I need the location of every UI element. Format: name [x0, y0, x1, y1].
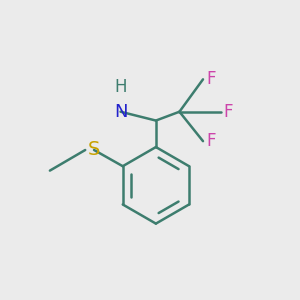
- Text: F: F: [206, 132, 215, 150]
- Text: H: H: [114, 78, 127, 96]
- Text: N: N: [114, 103, 127, 121]
- Text: F: F: [206, 70, 215, 88]
- Text: F: F: [224, 103, 233, 121]
- Text: S: S: [88, 140, 100, 160]
